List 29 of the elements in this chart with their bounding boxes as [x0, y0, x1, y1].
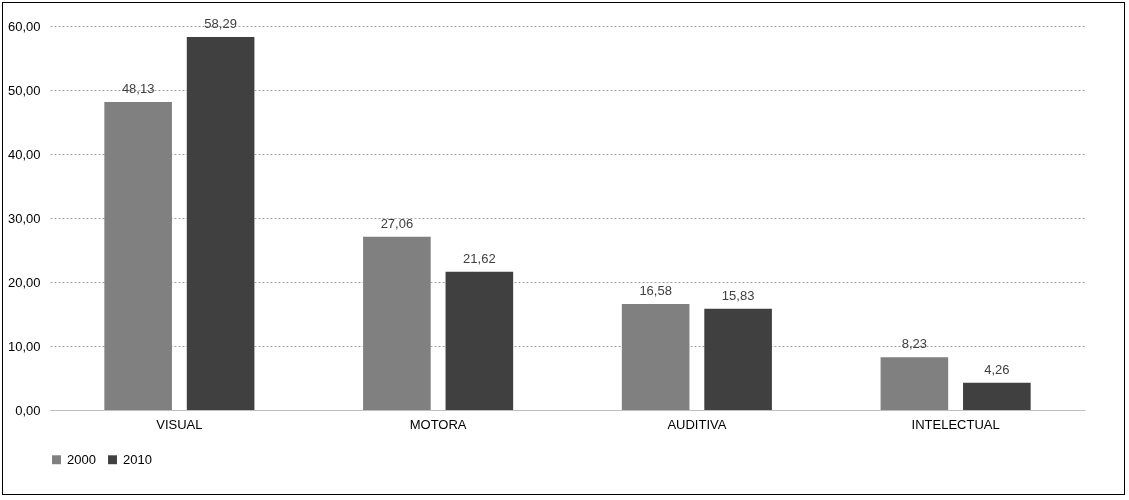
y-tick-label: 40,00: [7, 146, 41, 162]
data-label: 8,23: [901, 336, 928, 352]
bar: [704, 308, 772, 410]
data-label: 48,13: [121, 80, 155, 96]
bar: [186, 36, 255, 410]
data-label: 15,83: [721, 287, 755, 303]
data-label: 16,58: [639, 282, 672, 298]
y-tick-label: 50,00: [7, 82, 41, 98]
bar: [445, 271, 514, 410]
y-tick-label: 30,00: [7, 210, 41, 226]
y-tick-label: 0,00: [15, 402, 41, 418]
bar: [880, 357, 949, 410]
x-tick-label: INTELECTUAL: [911, 416, 1000, 432]
x-tick-label: VISUAL: [156, 416, 203, 432]
bar: [621, 303, 690, 410]
bar: [363, 236, 431, 410]
data-label: 21,62: [463, 250, 496, 266]
x-tick-label: MOTORA: [409, 416, 467, 432]
bar: [963, 382, 1031, 410]
legend-label: 2010: [123, 451, 152, 467]
data-label: 4,26: [984, 361, 1010, 377]
x-tick-label: AUDITIVA: [667, 416, 727, 432]
y-tick-label: 60,00: [7, 18, 41, 34]
legend-label: 2000: [67, 451, 96, 467]
y-tick-label: 10,00: [7, 338, 41, 354]
data-label: 58,29: [204, 15, 237, 31]
data-label: 27,06: [380, 215, 414, 231]
y-tick-label: 20,00: [7, 274, 41, 290]
bar: [104, 101, 172, 410]
